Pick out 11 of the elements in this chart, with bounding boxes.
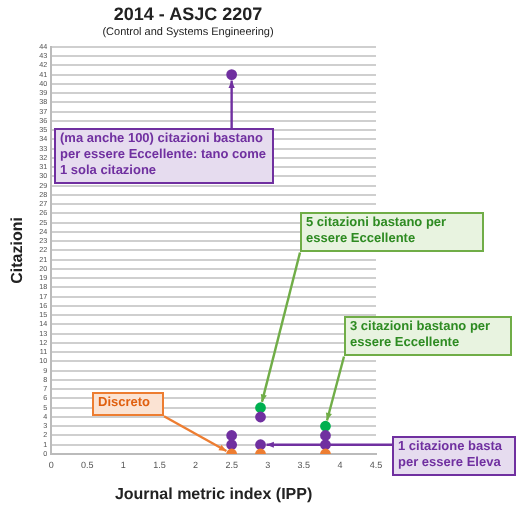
x-axis-title: Journal metric index (IPP): [114, 484, 313, 503]
point: [255, 439, 266, 451]
point: [320, 420, 331, 432]
point: [226, 430, 238, 441]
point: [255, 411, 266, 423]
y-axis-title: Citazioni: [8, 217, 27, 284]
point: [226, 439, 238, 451]
point: [255, 402, 266, 414]
point: [226, 69, 238, 80]
chart-title: 2014 - ASJC 2207: [113, 3, 263, 24]
point: [320, 430, 331, 441]
